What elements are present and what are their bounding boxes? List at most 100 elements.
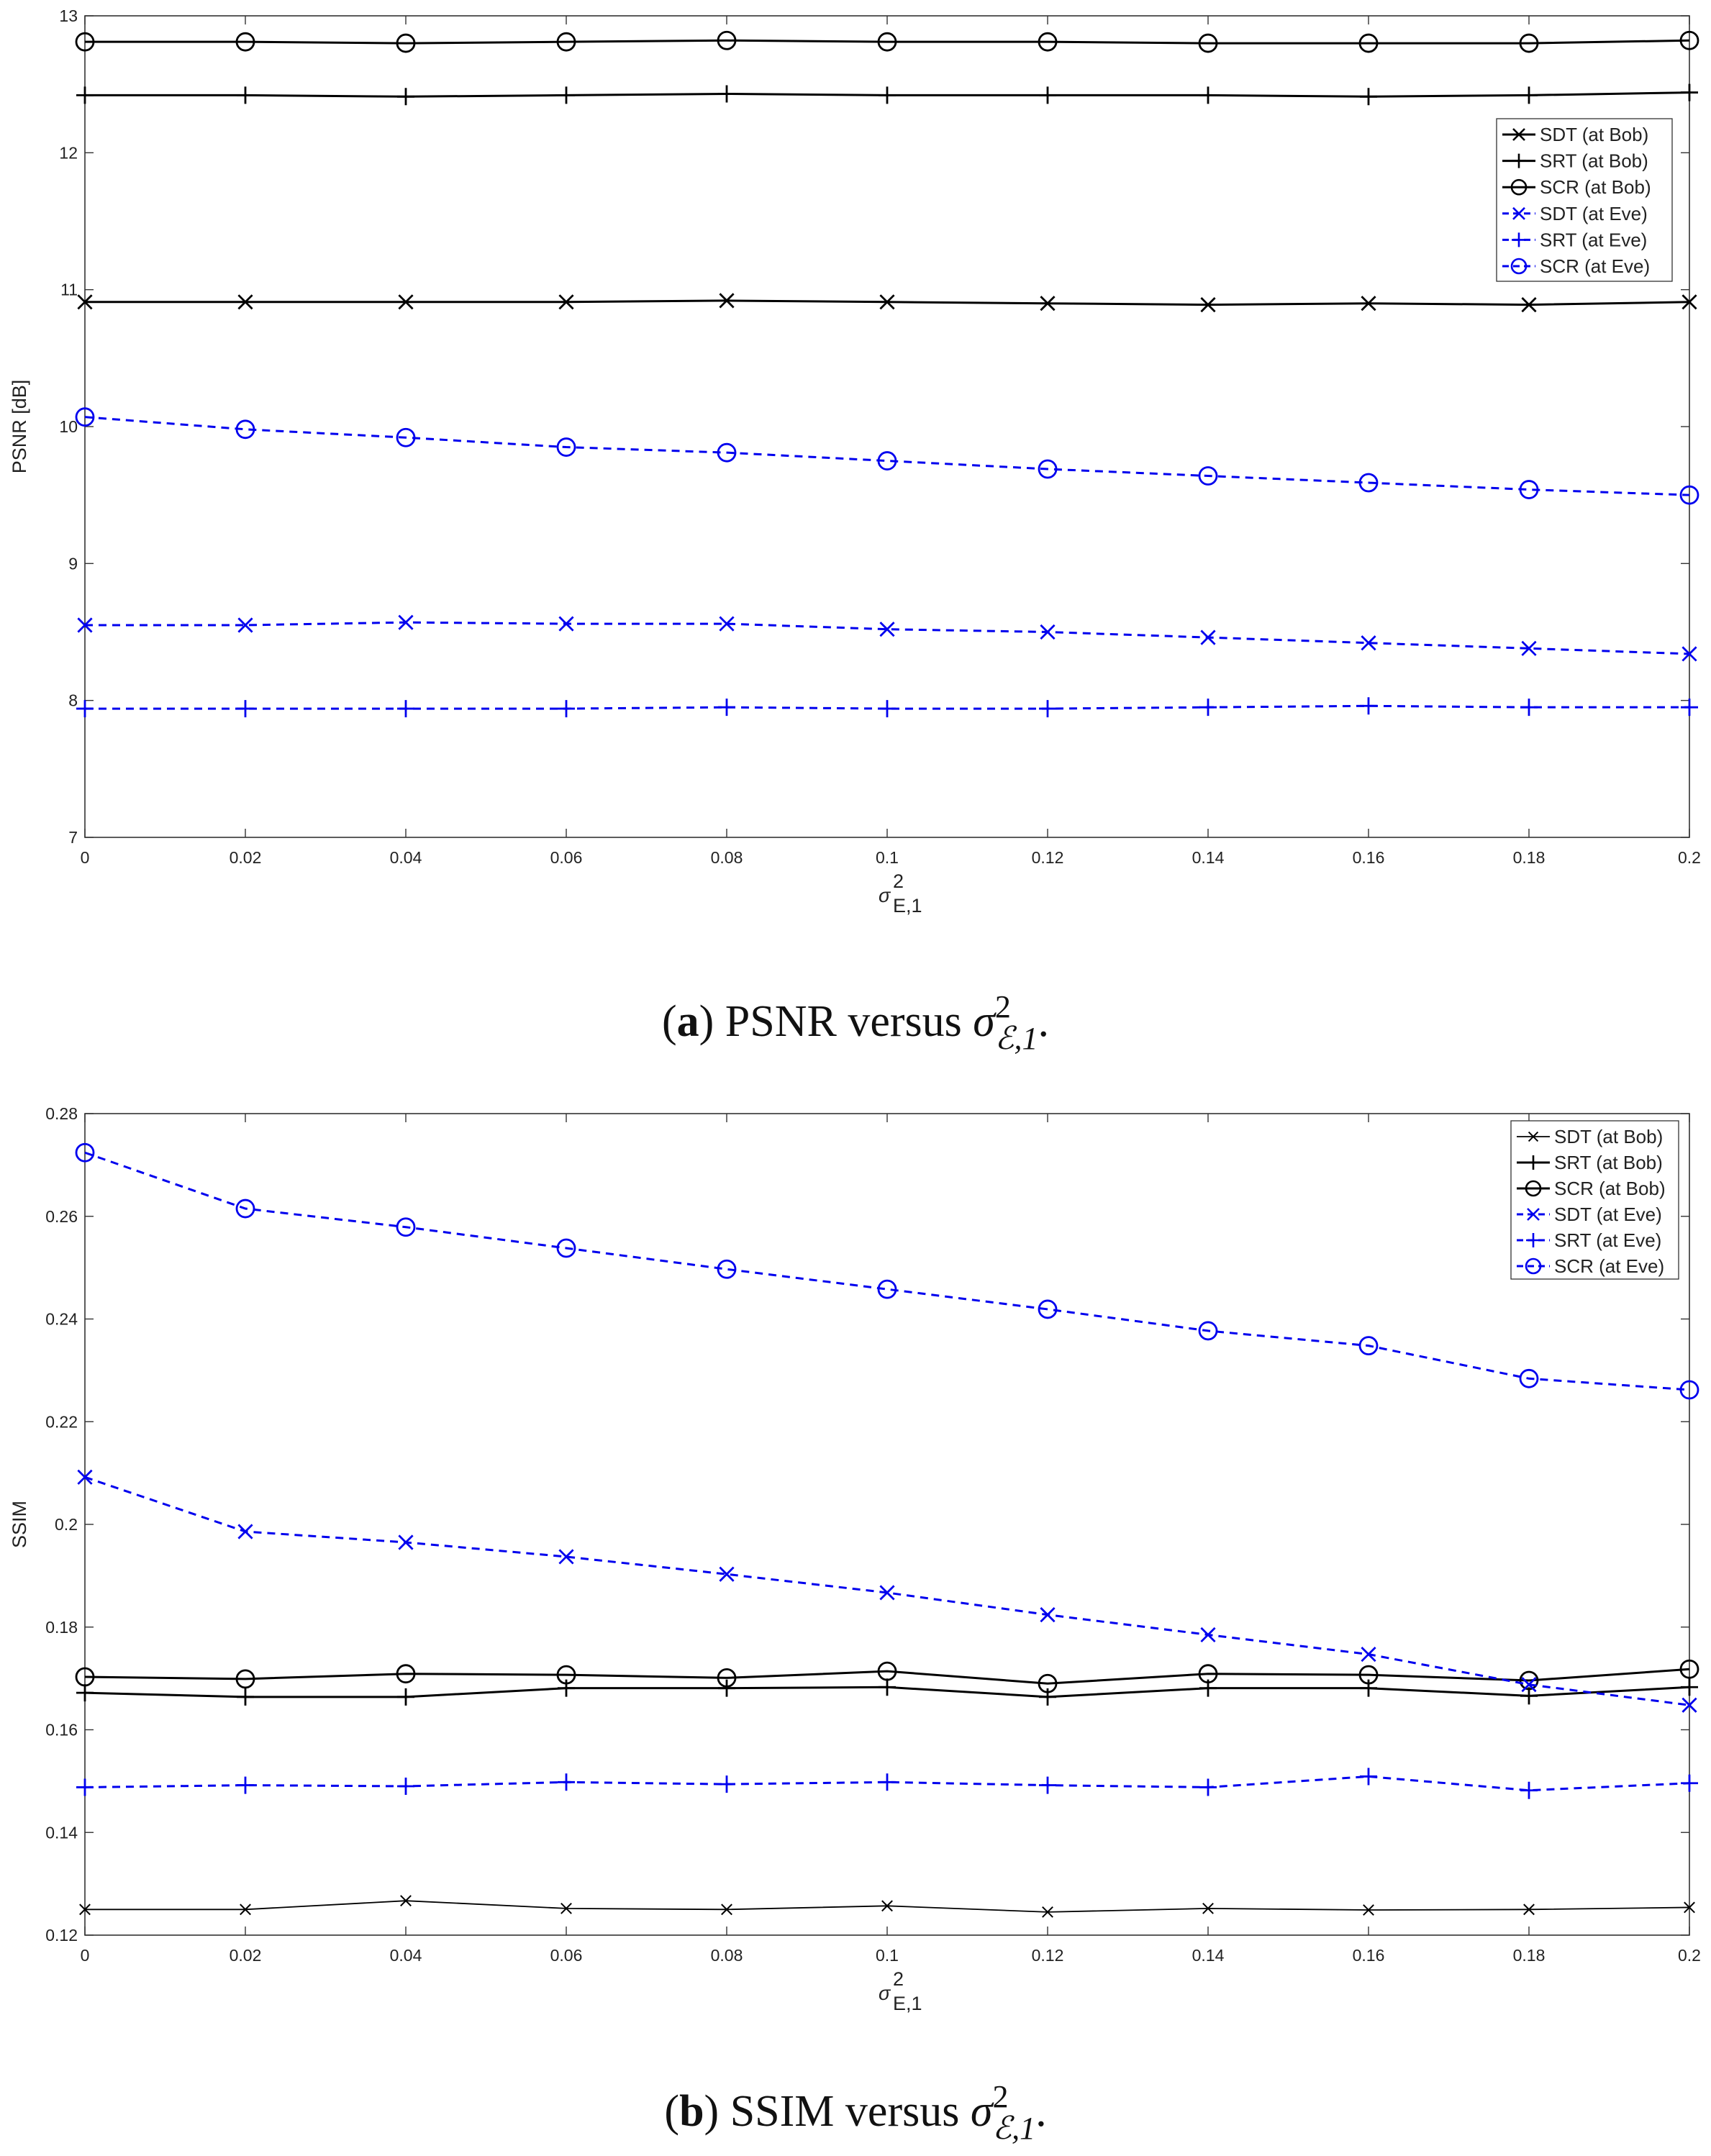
data-point bbox=[1520, 86, 1538, 104]
caption-part: 2 bbox=[995, 989, 1011, 1024]
data-point bbox=[235, 32, 255, 52]
data-point bbox=[1521, 1677, 1537, 1693]
data-point bbox=[79, 1903, 91, 1916]
x-tick-label: 0 bbox=[81, 848, 90, 867]
figure-caption: (a) PSNR versus σ2 ℰ,1. bbox=[662, 989, 1049, 1056]
caption-part: σ bbox=[971, 2087, 994, 2136]
caption-part: . bbox=[1035, 2087, 1047, 2136]
data-point bbox=[1198, 33, 1218, 53]
data-point bbox=[77, 617, 93, 633]
data-point bbox=[717, 1259, 737, 1279]
y-tick-label: 0.28 bbox=[45, 1104, 78, 1123]
caption-part: ( bbox=[662, 997, 677, 1046]
data-point bbox=[719, 616, 735, 632]
series-line bbox=[85, 704, 1689, 710]
data-point bbox=[718, 1679, 735, 1697]
caption-part: b bbox=[679, 2087, 704, 2136]
data-point bbox=[1682, 1697, 1697, 1713]
series-line bbox=[84, 1151, 1690, 1391]
legend-marker bbox=[1510, 258, 1528, 275]
data-point bbox=[76, 86, 94, 104]
y-tick-label: 10 bbox=[59, 417, 78, 436]
data-point bbox=[879, 622, 895, 637]
data-point bbox=[1681, 83, 1698, 101]
data-point bbox=[717, 1668, 737, 1688]
data-point bbox=[397, 1778, 414, 1796]
series-sdt-at-bob bbox=[79, 1895, 1695, 1918]
legend-marker bbox=[1512, 232, 1526, 247]
caption-part: ℰ,1 bbox=[995, 1021, 1038, 1056]
caption-part: 2 bbox=[992, 2079, 1008, 2114]
plot-area bbox=[84, 1113, 1690, 1936]
y-tick-label: 12 bbox=[59, 143, 78, 162]
series-scr-at-eve bbox=[75, 407, 1699, 505]
chart-ssim: 0 0.02 0.04 0.06 0.08 0.1 0.12 0.14 0.16 0.18 0.20… bbox=[9, 1104, 1701, 2146]
data-point bbox=[1684, 1901, 1695, 1914]
data-point bbox=[877, 1661, 897, 1681]
data-point bbox=[1202, 1902, 1214, 1914]
data-point bbox=[879, 294, 895, 310]
caption-part: ℰ,1 bbox=[992, 2111, 1035, 2146]
data-point bbox=[1681, 1678, 1698, 1696]
data-point bbox=[1038, 32, 1058, 52]
data-point bbox=[718, 1775, 735, 1793]
data-point bbox=[398, 294, 414, 310]
data-point bbox=[1198, 1664, 1218, 1684]
y-tick-label: 0.2 bbox=[55, 1515, 78, 1534]
series-sdt-at-bob bbox=[77, 293, 1697, 313]
data-point bbox=[237, 294, 253, 310]
legend-item-sdt-at-eve: SDT (at Eve) bbox=[1517, 1204, 1662, 1225]
y-axis-label: PSNR [dB] bbox=[9, 380, 30, 474]
data-point bbox=[879, 1678, 896, 1696]
legend-marker bbox=[1526, 1155, 1540, 1170]
data-point bbox=[556, 32, 576, 52]
data-point bbox=[1358, 473, 1379, 493]
legend-item-scr-at-bob: SCR (at Bob) bbox=[1517, 1178, 1666, 1199]
x-axis-label-sub: E,1 bbox=[893, 895, 922, 916]
legend-label: SCR (at Eve) bbox=[1540, 255, 1650, 277]
legend-marker bbox=[1527, 1208, 1540, 1221]
legend-marker bbox=[1525, 1180, 1542, 1197]
series-srt-at-eve bbox=[76, 697, 1698, 718]
x-tick-label: 0.16 bbox=[1353, 1946, 1385, 1965]
data-point bbox=[1519, 1670, 1539, 1691]
data-point bbox=[1039, 700, 1056, 718]
legend-label: SDT (at Bob) bbox=[1554, 1126, 1663, 1147]
data-point bbox=[237, 617, 253, 633]
legend-label: SRT (at Eve) bbox=[1540, 229, 1647, 250]
series-sdt-at-eve bbox=[77, 1469, 1697, 1713]
legend-label: SDT (at Bob) bbox=[1540, 124, 1648, 145]
x-axis-label-sup: 2 bbox=[893, 1968, 904, 1990]
data-point bbox=[881, 1900, 893, 1912]
caption-part: ( bbox=[664, 2087, 679, 2136]
x-tick-label: 0.1 bbox=[876, 848, 899, 867]
data-point bbox=[1040, 296, 1056, 311]
y-tick-label: 0.26 bbox=[45, 1207, 78, 1226]
legend-item-sdt-at-eve: SDT (at Eve) bbox=[1502, 203, 1648, 224]
data-point bbox=[1360, 1679, 1377, 1697]
x-tick-label: 0.08 bbox=[711, 1946, 743, 1965]
x-tick-label: 0.12 bbox=[1032, 1946, 1064, 1965]
data-point bbox=[1038, 1673, 1058, 1693]
data-point bbox=[1199, 699, 1217, 717]
data-point bbox=[1358, 33, 1379, 53]
legend: SDT (at Bob) SRT (at Bob) SCR (at Bob) SDT … bbox=[1510, 1120, 1679, 1280]
caption-part: a bbox=[677, 997, 699, 1046]
y-tick-label: 0.24 bbox=[45, 1310, 78, 1329]
chart-psnr: 0 0.02 0.04 0.06 0.08 0.1 0.12 0.14 0.16 0.18 0.27… bbox=[9, 6, 1701, 1056]
data-point bbox=[75, 1667, 95, 1687]
data-point bbox=[877, 451, 897, 470]
y-tick-label: 9 bbox=[68, 554, 78, 573]
legend-label: SRT (at Bob) bbox=[1540, 150, 1648, 172]
data-point bbox=[1361, 1646, 1376, 1663]
data-point bbox=[1520, 1781, 1538, 1799]
series-srt-at-bob bbox=[76, 83, 1698, 106]
y-axis: 7 8 9 10 11 12 13 bbox=[59, 6, 1689, 847]
data-point bbox=[1682, 294, 1697, 310]
data-point bbox=[396, 427, 416, 447]
x-axis-label: σ2 E,1 bbox=[879, 870, 922, 916]
y-tick-label: 8 bbox=[68, 691, 78, 710]
data-point bbox=[556, 437, 576, 457]
data-point bbox=[396, 33, 416, 53]
data-point bbox=[558, 700, 575, 718]
